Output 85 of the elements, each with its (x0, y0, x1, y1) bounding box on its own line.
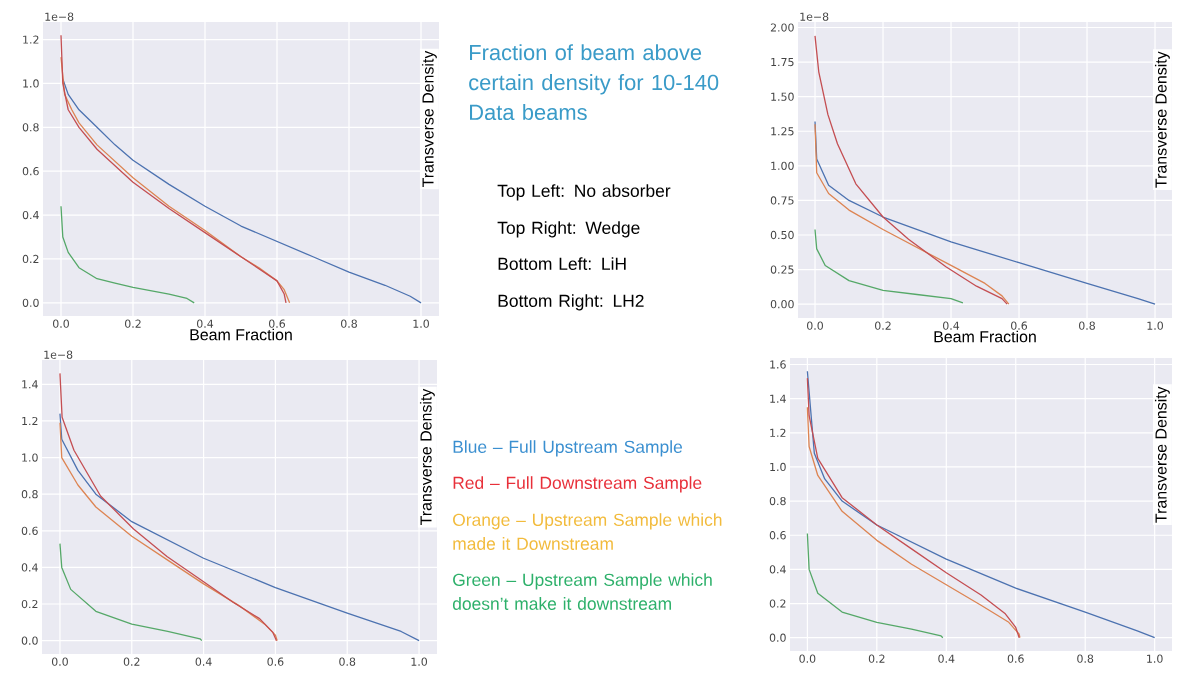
text: Fraction of beam above certain density for 10-140 Data beams (469, 44, 719, 121)
x-tick-label: 1.0 (1147, 654, 1163, 663)
text: Bottom Left: LiH (498, 257, 626, 270)
y-axis-title: Transverse Density (1154, 51, 1170, 188)
y-tick-label: 0.8 (21, 490, 38, 499)
y-tick-label: 1.2 (770, 428, 786, 437)
y-tick-label: 1.0 (22, 453, 38, 462)
x-tick-label: 1.0 (1147, 321, 1163, 330)
line-series (814, 35, 1008, 305)
x-tick-label: 0.4 (943, 321, 960, 330)
y-tick-label: 0.2 (769, 599, 786, 608)
y-tick-label: 1.2 (23, 35, 39, 44)
y-tick-label: 0.6 (21, 526, 38, 535)
text: Red – Full Downstream Sample (453, 476, 702, 493)
x-tick-label: 0.4 (938, 654, 955, 663)
x-tick-label: 0.6 (269, 319, 286, 328)
y-tick-label: 0.00 (770, 300, 794, 309)
y-axis-title: Transverse Density (1154, 386, 1170, 523)
x-axis-title: Beam Fraction (190, 328, 292, 341)
line-series (59, 542, 203, 642)
y-tick-label: 0.6 (769, 531, 786, 540)
text: Bottom Right: LH2 (498, 294, 644, 311)
x-tick-label: 0.8 (1077, 654, 1094, 663)
y-tick-label: 0.2 (21, 599, 38, 609)
line-series (60, 205, 195, 304)
y-tick-label: 0.2 (22, 254, 39, 264)
y-tick-label: 0.4 (22, 210, 39, 220)
x-tick-label: 0.8 (341, 319, 357, 328)
x-tick-label: 0.0 (807, 321, 823, 330)
text: Blue – Full Upstream Sample (453, 440, 683, 457)
y-tick-label: 1.2 (22, 416, 38, 426)
x-tick-label: 0.6 (267, 657, 284, 666)
line-series (59, 372, 278, 642)
line-series (806, 370, 1156, 639)
x-tick-label: 0.8 (339, 657, 356, 666)
y-tick-label: 1.00 (771, 161, 794, 170)
y-tick-label: 0.4 (769, 565, 786, 574)
x-tick-label: 0.4 (195, 657, 212, 666)
x-tick-label: 0.0 (51, 657, 68, 666)
text: Top Left: No absorber (497, 184, 671, 201)
y-tick-label: 0.4 (21, 563, 38, 572)
line-series (806, 532, 944, 639)
x-tick-label: 0.2 (868, 654, 885, 663)
text: Orange – Upstream Sample which made it Downstream (453, 513, 722, 550)
y-tick-label: 2.00 (770, 23, 794, 32)
x-tick-label: 0.2 (125, 319, 141, 328)
y-tick-label: 1.75 (771, 58, 794, 67)
x-tick-label: 0.8 (1079, 321, 1095, 330)
text: 1e−8 (800, 12, 829, 21)
y-tick-label: 1.4 (770, 394, 786, 403)
text: Green – Upstream Sample which doesn’t make it downstream (452, 573, 712, 610)
text: 1e−8 (44, 350, 73, 359)
y-tick-label: 0.75 (770, 196, 794, 205)
x-tick-label: 0.2 (875, 321, 891, 330)
y-tick-label: 0.0 (769, 633, 786, 642)
y-tick-label: 0.0 (22, 298, 39, 307)
text: 1e−8 (45, 12, 74, 21)
y-axis-title: Transverse Density (419, 388, 435, 526)
y-axis-title: Transverse Density (421, 50, 437, 188)
x-tick-label: 1.0 (413, 319, 429, 328)
text: Top Right: Wedge (497, 221, 640, 238)
y-tick-label: 1.6 (770, 360, 786, 369)
y-tick-label: 0.6 (22, 167, 39, 176)
line-series (59, 422, 278, 642)
x-tick-label: 0.4 (197, 319, 214, 328)
y-tick-label: 1.0 (770, 462, 786, 472)
y-tick-label: 1.4 (22, 380, 38, 389)
y-tick-label: 1.50 (771, 92, 794, 101)
line-series (59, 412, 420, 642)
x-axis-title: Beam Fraction (934, 330, 1036, 343)
line-series (814, 228, 964, 304)
x-tick-label: 0.2 (123, 657, 140, 666)
y-tick-label: 0.8 (22, 123, 39, 132)
x-tick-label: 0.0 (53, 319, 69, 328)
line-series (814, 120, 1156, 305)
y-tick-label: 0.50 (770, 230, 794, 240)
y-tick-label: 1.0 (23, 79, 39, 88)
y-tick-label: 0.25 (770, 265, 794, 274)
y-tick-label: 1.25 (771, 127, 794, 136)
y-tick-label: 0.0 (21, 636, 38, 645)
y-tick-label: 0.8 (769, 496, 786, 506)
x-tick-label: 0.0 (799, 654, 816, 663)
x-tick-label: 1.0 (411, 657, 428, 666)
x-tick-label: 0.6 (1011, 321, 1028, 330)
x-tick-label: 0.6 (1007, 654, 1024, 663)
